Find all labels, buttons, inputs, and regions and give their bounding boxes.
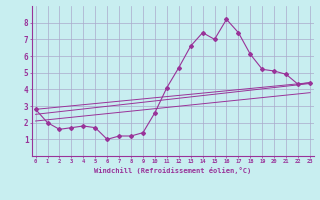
- X-axis label: Windchill (Refroidissement éolien,°C): Windchill (Refroidissement éolien,°C): [94, 167, 252, 174]
